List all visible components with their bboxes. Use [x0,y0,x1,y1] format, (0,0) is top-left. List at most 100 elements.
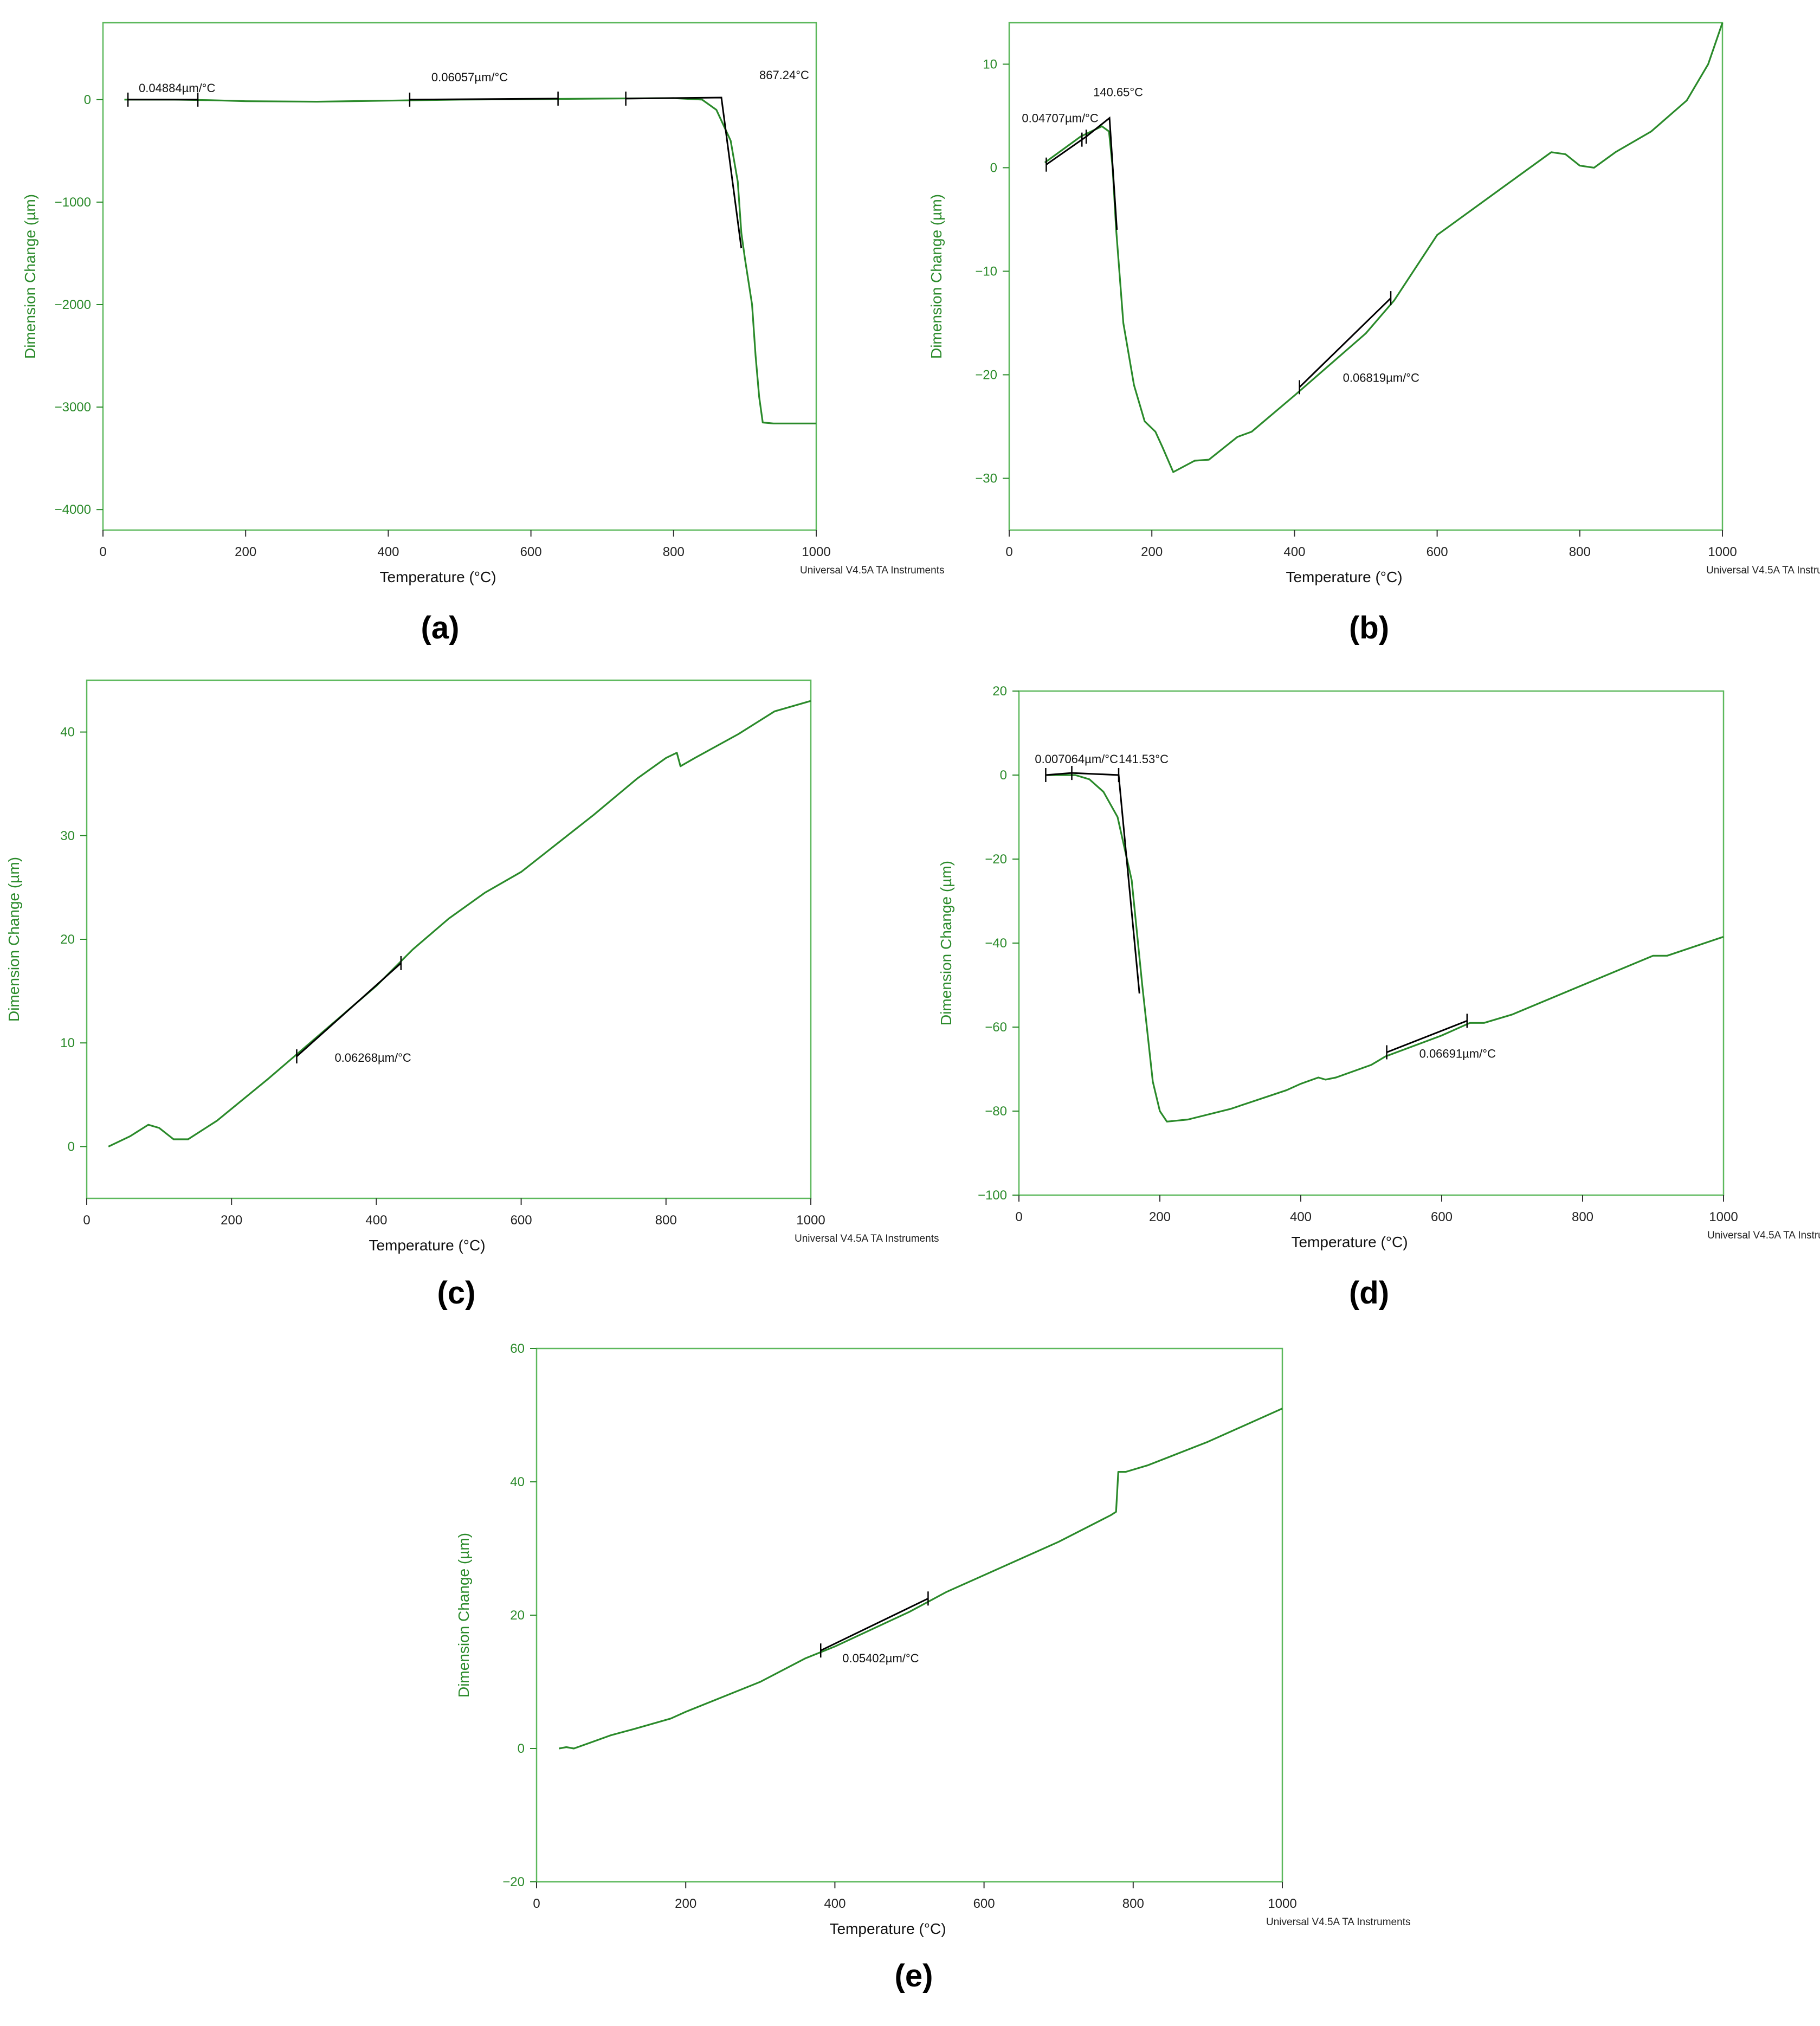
y-tick-label: −20 [985,852,1007,867]
x-tick-label: 0 [99,545,106,559]
y-tick-label: 20 [60,932,75,947]
slope-label: 0.04884µm/°C [139,81,215,95]
data-series-line [1044,22,1724,473]
x-tick-label: 1000 [1268,1896,1296,1911]
y-tick-label: −40 [985,936,1007,951]
x-tick-label: 200 [1149,1210,1171,1224]
instrument-label: Universal V4.5A TA Instruments [1707,1230,1820,1241]
y-axis-label: Dimension Change (µm) [928,194,945,359]
slope-fit-line [296,962,402,1057]
y-tick-label: 30 [60,829,75,843]
chart-panel-d: 0 200 400 600 800 1000 −100 −80 −60 −40 −20 0 20 Temp… [938,684,1820,1311]
slope-label: 0.06268µm/°C [334,1051,411,1064]
panel-caption: (a) [421,610,460,646]
slope-label: 0.05402µm/°C [842,1651,919,1665]
y-tick-label: −3000 [55,400,91,415]
x-axis-label: Temperature (°C) [1291,1234,1408,1250]
chart-panel-e: 0 200 400 600 800 1000 −20 0 20 40 60 Temperature (… [455,1341,1410,1993]
y-tick-label: −20 [975,367,997,382]
slope-label: 0.04707µm/°C [1022,112,1098,125]
x-tick-label: 0 [1015,1210,1022,1224]
slope-label: 0.06691µm/°C [1419,1047,1496,1061]
slope-label: 0.06819µm/°C [1343,371,1419,384]
y-tick-label: −80 [985,1104,1007,1119]
data-series-line [108,700,811,1147]
plot-frame [535,1347,1283,1883]
instrument-label: Universal V4.5A TA Instruments [795,1233,939,1244]
y-tick-label: −1000 [55,195,91,210]
x-axis-label: Temperature (°C) [829,1920,946,1937]
chart-panel-c: 0 200 400 600 800 1000 0 10 20 30 40 Temperature (°… [5,679,939,1311]
plot-frame [86,679,812,1199]
x-axis-label: Temperature (°C) [379,569,496,585]
panel-caption: (b) [1349,610,1389,646]
y-tick-label: −10 [975,264,997,279]
x-tick-label: 1000 [802,545,830,559]
slope-fit-line [1299,298,1392,388]
y-tick-label: 0 [990,160,997,175]
instrument-label: Universal V4.5A TA Instruments [1266,1917,1410,1928]
x-tick-label: 800 [663,545,685,559]
y-tick-label: 40 [510,1475,525,1489]
x-axis-label: Temperature (°C) [1286,569,1402,585]
slope-fit-line [1386,1020,1468,1053]
x-tick-label: 200 [221,1213,242,1228]
y-axis-label: Dimension Change (µm) [22,194,38,359]
x-tick-label: 0 [533,1896,540,1911]
y-tick-label: −2000 [55,298,91,312]
x-tick-label: 0 [1005,545,1012,559]
x-tick-label: 600 [973,1896,995,1911]
y-tick-label: 20 [510,1608,525,1623]
y-tick-label: −20 [502,1875,525,1889]
slope-label: 0.007064µm/°C [1035,752,1118,766]
y-tick-label: 10 [983,57,997,72]
x-tick-label: 800 [1572,1210,1593,1224]
x-tick-label: 400 [1290,1210,1312,1224]
slope-fit-line [1045,136,1087,165]
y-tick-label: −100 [978,1188,1007,1203]
y-tick-label: 0 [518,1741,525,1756]
panel-caption: (c) [437,1275,476,1311]
y-axis-label: Dimension Change (µm) [938,861,954,1025]
plot-frame [1018,690,1725,1196]
plot-frame [1008,22,1724,531]
x-tick-label: 1000 [1709,1210,1738,1224]
x-tick-label: 1000 [1708,545,1737,559]
plot-frame [102,22,817,531]
instrument-label: Universal V4.5A TA Instruments [800,565,944,576]
y-tick-label: 0 [68,1139,75,1154]
y-tick-label: −30 [975,471,997,486]
data-series-line [124,97,816,424]
data-series-line [559,1408,1283,1750]
onset-temperature-label: 867.24°C [759,68,809,82]
panel-caption: (e) [895,1958,933,1993]
y-tick-label: −60 [985,1020,1007,1035]
x-tick-label: 1000 [796,1213,825,1228]
onset-line [1072,772,1140,994]
x-tick-label: 400 [365,1213,387,1228]
x-tick-label: 200 [675,1896,696,1911]
x-tick-label: 200 [1141,545,1163,559]
onset-line [625,96,743,249]
x-tick-label: 800 [1569,545,1591,559]
onset-temperature-label: 140.65°C [1093,86,1143,99]
y-axis-label: Dimension Change (µm) [5,857,22,1022]
onset-temperature-label: 141.53°C [1119,752,1169,766]
slope-label: 0.06057µm/°C [431,70,508,84]
onset-line [1086,116,1118,230]
x-tick-label: 800 [655,1213,677,1228]
chart-panel-b: 0 200 400 600 800 1000 −30 −20 −10 0 10 Temperature… [928,22,1820,646]
x-tick-label: 0 [83,1213,90,1228]
y-tick-label: 20 [992,684,1007,699]
x-tick-label: 800 [1122,1896,1144,1911]
slope-fit-line [820,1597,929,1651]
slope-fit-line [1045,772,1072,776]
panel-caption: (d) [1349,1275,1389,1311]
x-tick-label: 600 [1431,1210,1453,1224]
instrument-label: Universal V4.5A TA Instruments [1706,565,1820,576]
y-axis-label: Dimension Change (µm) [455,1533,472,1698]
data-series-line [1047,774,1724,1122]
x-tick-label: 400 [1283,545,1305,559]
y-tick-label: 10 [60,1036,75,1050]
